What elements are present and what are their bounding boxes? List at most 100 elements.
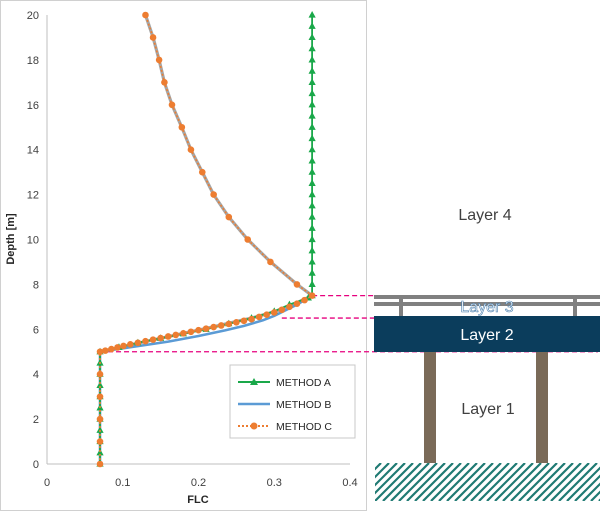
reference-lines [100, 294, 598, 353]
x-axis-title: FLC [187, 494, 208, 506]
method-c-point [286, 303, 293, 311]
hatch-line [550, 463, 590, 501]
hatch-line [438, 463, 478, 501]
method-a-point [308, 201, 316, 209]
hatch-line [446, 463, 486, 501]
y-tick-label: 14 [27, 145, 39, 157]
method-c-point [114, 344, 121, 351]
y-tick-label: 4 [33, 369, 39, 381]
y-tick-label: 10 [27, 235, 39, 247]
hatch-line [510, 463, 550, 501]
method-c-point [180, 330, 187, 337]
y-tick-label: 8 [33, 279, 39, 291]
method-c-point [161, 79, 168, 86]
legend-label-method-a: METHOD A [276, 377, 331, 389]
method-c-point [155, 56, 163, 64]
hatch-line [470, 463, 510, 501]
hatch-line [534, 463, 574, 501]
hatch-line [590, 490, 600, 501]
hatch-line [375, 463, 390, 479]
method-c-point [149, 336, 157, 343]
layer-1-label: Layer 1 [461, 401, 514, 418]
layer-4-label: Layer 4 [458, 207, 511, 224]
layer-3-post-left [399, 299, 403, 316]
layer-2-label: Layer 2 [460, 327, 513, 344]
pile-left [424, 352, 436, 463]
hatch-line [398, 463, 438, 501]
method-c-point [210, 323, 217, 331]
legend-label-method-b: METHOD B [276, 399, 331, 411]
method-a-point [308, 235, 316, 243]
hatch-line [518, 463, 558, 501]
method-a-point [308, 246, 316, 254]
hatch-line [582, 482, 600, 501]
y-tick-label: 0 [33, 459, 39, 471]
method-c-point [96, 348, 104, 356]
series-layer [96, 11, 316, 468]
legend-item-method-a: METHOD A [238, 377, 331, 389]
method-a-point [308, 78, 316, 85]
y-tick-label: 6 [33, 324, 39, 336]
method-a-point [96, 448, 104, 456]
method-c-point [293, 281, 301, 288]
method-c-point [240, 317, 248, 325]
method-a-point [308, 156, 316, 164]
y-tick-label: 16 [27, 100, 39, 112]
hatch-line [430, 463, 470, 501]
x-tick-label: 0.3 [267, 477, 282, 489]
hatch-line [454, 463, 494, 501]
method-c-point [142, 11, 149, 19]
y-tick-label: 2 [33, 414, 39, 426]
method-c-point [278, 306, 286, 314]
method-a-point [308, 257, 316, 265]
method-a-point [308, 55, 316, 63]
method-a-point [308, 190, 316, 198]
method-a-point [308, 22, 316, 29]
method-c-point [217, 322, 225, 329]
hatch-line [375, 463, 414, 501]
method-c-point [187, 328, 195, 336]
method-a-point [308, 224, 316, 231]
method-a-point [308, 134, 316, 142]
layer-3-post-right [573, 299, 577, 316]
layer-3-beam-bottom [374, 302, 600, 306]
legend-label-method-c: METHOD C [276, 421, 332, 433]
method-c-point [270, 309, 278, 316]
method-c-point [244, 236, 252, 243]
method-c-point [198, 168, 206, 176]
method-a-point [308, 44, 316, 52]
bedrock-hatch [375, 463, 600, 501]
method-c-point [248, 315, 255, 323]
method-c-point [120, 342, 127, 350]
hatch-line [542, 463, 582, 501]
x-tick-label: 0.4 [342, 477, 357, 489]
gray-curve-line [99, 14, 316, 354]
hatch-line [390, 463, 430, 501]
chart-frame [0, 0, 367, 511]
y-tick-label: 20 [27, 10, 39, 22]
method-c-point [202, 325, 210, 332]
method-c-point [178, 123, 186, 131]
method-c-point [195, 326, 202, 334]
method-a-point [308, 112, 316, 119]
method-c-point [210, 191, 217, 198]
hatch-line [502, 463, 542, 501]
y-axis-title: Depth [m] [5, 213, 17, 265]
method-a-point [308, 280, 316, 287]
pile-right [536, 352, 548, 463]
legend-marker-method-c [250, 422, 258, 430]
x-tick-label: 0 [44, 477, 50, 489]
layer-2-band [374, 316, 600, 352]
method-c-point [293, 300, 301, 308]
method-a-point [308, 123, 316, 130]
method-c-point [96, 370, 104, 378]
hatch-line [414, 463, 454, 501]
hatch-line [382, 463, 422, 501]
x-axis-ticks: 0 0.1 0.2 0.3 0.4 [44, 477, 358, 489]
method-c-point [172, 331, 180, 339]
method-c-point [233, 319, 240, 326]
hatch-line [526, 463, 566, 501]
hatch-line [375, 463, 406, 495]
